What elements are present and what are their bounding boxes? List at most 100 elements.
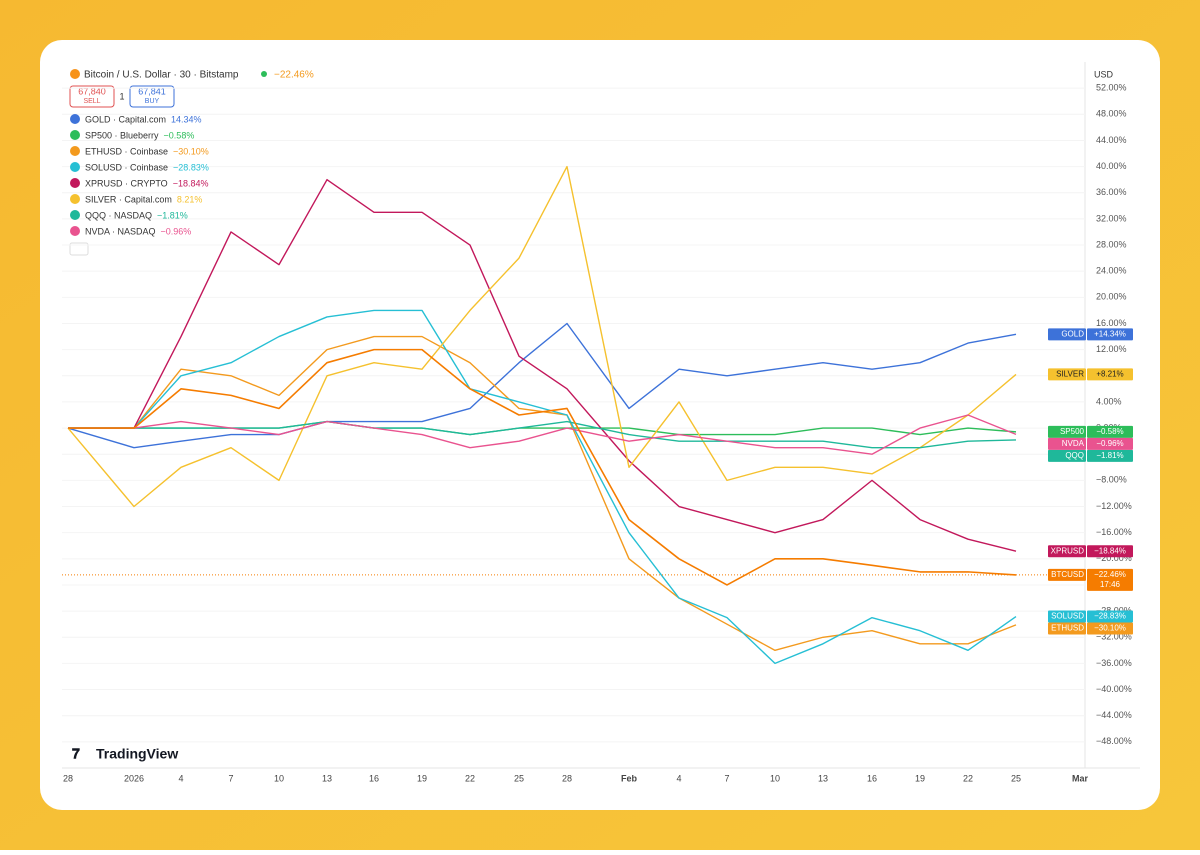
- price-tag-value: +14.34%: [1094, 329, 1126, 338]
- y-tick-label: 4.00%: [1096, 396, 1122, 406]
- legend-value: 8.21%: [177, 194, 203, 204]
- buy-price[interactable]: 67,841: [138, 86, 166, 96]
- price-tag-name-bg: [1048, 610, 1086, 623]
- legend-value: −1.81%: [157, 210, 188, 220]
- price-tag-name-bg: [1048, 449, 1086, 462]
- price-tag-value: −18.84%: [1094, 546, 1126, 555]
- price-tag-value-bg: [1087, 449, 1133, 462]
- price-tag-value-bg: [1087, 622, 1133, 635]
- legend-name: SOLUSD · Coinbase: [85, 162, 168, 172]
- price-tag-name-bg: [1048, 568, 1086, 581]
- price-tag-value-bg: [1087, 328, 1133, 341]
- countdown: 17:46: [1100, 580, 1121, 589]
- legend-name: GOLD · Capital.com: [85, 114, 166, 124]
- price-tag-name: SP500: [1060, 427, 1085, 436]
- x-tick-label: 10: [274, 773, 284, 783]
- price-tag-value: −0.96%: [1096, 439, 1123, 448]
- series-line: [68, 414, 1017, 455]
- currency[interactable]: USD: [1094, 69, 1114, 79]
- y-tick-label: −28.00%: [1096, 605, 1132, 615]
- collapse-legend[interactable]: [69, 242, 89, 256]
- price-tag-name: SOLUSD: [1051, 612, 1084, 621]
- x-tick-label: 16: [369, 773, 379, 783]
- x-tick-label: 28: [63, 773, 73, 783]
- x-tick-label: 22: [465, 773, 475, 783]
- price-tag-value-bg: [1087, 437, 1133, 450]
- legend-value: −0.96%: [161, 226, 192, 236]
- price-tag-value: −0.58%: [1096, 427, 1123, 436]
- y-tick-label: −48.00%: [1096, 736, 1132, 746]
- y-tick-label: −44.00%: [1096, 710, 1132, 720]
- legend-value: −18.84%: [173, 178, 209, 188]
- legend-icon: [70, 210, 80, 220]
- y-tick-label: 28.00%: [1096, 239, 1127, 249]
- buy-text[interactable]: BUY: [145, 98, 160, 105]
- x-tick-label: 7: [228, 773, 233, 783]
- x-tick-label: 13: [818, 773, 828, 783]
- series-line: [68, 309, 1017, 665]
- x-tick-label: Mar: [1072, 773, 1089, 783]
- x-tick-label: 4: [178, 773, 183, 783]
- y-tick-label: −12.00%: [1096, 501, 1132, 511]
- price-tag-name: QQQ: [1065, 451, 1084, 460]
- legend-value: −0.58%: [164, 130, 195, 140]
- price-tag-name-bg: [1048, 425, 1086, 438]
- price-tag-name: BTCUSD: [1051, 570, 1084, 579]
- y-tick-label: −20.00%: [1096, 553, 1132, 563]
- price-tag-name: NVDA: [1062, 439, 1085, 448]
- legend-icon: [70, 162, 80, 172]
- legend-icon: [70, 178, 80, 188]
- y-tick-label: −32.00%: [1096, 632, 1132, 642]
- x-tick-label: 10: [770, 773, 780, 783]
- legend-value: 14.34%: [171, 114, 202, 124]
- x-tick-label: 19: [915, 773, 925, 783]
- price-tag-value: +8.21%: [1096, 370, 1123, 379]
- legend-name: QQQ · NASDAQ: [85, 210, 152, 220]
- price-tag-name-bg: [1048, 368, 1086, 381]
- y-tick-label: 24.00%: [1096, 266, 1127, 276]
- series-line: [67, 322, 1017, 449]
- legend-icon: [70, 146, 80, 156]
- x-tick-label: 25: [1011, 773, 1021, 783]
- sell-button[interactable]: [69, 85, 115, 108]
- x-tick-label: 28: [562, 773, 572, 783]
- status-dot: [261, 71, 267, 77]
- btc-icon: [70, 69, 80, 79]
- x-tick-label: 16: [867, 773, 877, 783]
- series-line: [67, 165, 1017, 508]
- legend-value: −28.83%: [173, 162, 209, 172]
- price-tag-name: XPRUSD: [1051, 546, 1085, 555]
- y-tick-label: 16.00%: [1096, 318, 1127, 328]
- y-tick-label: 36.00%: [1096, 187, 1127, 197]
- price-tag-value-bg: [1087, 425, 1133, 438]
- legend-value: −30.10%: [173, 146, 209, 156]
- price-tag-name-bg: [1048, 328, 1086, 341]
- price-tag-value-bg: [1087, 545, 1133, 558]
- title-change: −22.46%: [274, 70, 314, 81]
- x-tick-label: 2026: [124, 773, 144, 783]
- price-tag-value-bg: [1087, 610, 1133, 623]
- price-tag-name: ETHUSD: [1051, 624, 1084, 633]
- price-tag-name-bg: [1048, 622, 1086, 635]
- legend-name: NVDA · NASDAQ: [85, 226, 156, 236]
- y-tick-label: 32.00%: [1096, 213, 1127, 223]
- price-tag-name: SILVER: [1056, 370, 1084, 379]
- price-tag-value: −1.81%: [1096, 451, 1123, 460]
- y-tick-label: −16.00%: [1096, 527, 1132, 537]
- sell-price[interactable]: 67,840: [78, 86, 106, 96]
- brand-logo: 𝟕: [72, 746, 80, 762]
- price-tag-name: GOLD: [1061, 329, 1084, 338]
- x-tick-label: 19: [417, 773, 427, 783]
- legend-icon: [70, 226, 80, 236]
- price-tag-value: −22.46%: [1094, 570, 1126, 579]
- chart-title: Bitcoin / U.S. Dollar · 30 · Bitstamp: [84, 70, 239, 81]
- x-tick-label: 7: [724, 773, 729, 783]
- sell-text[interactable]: SELL: [83, 98, 100, 105]
- series-line: [68, 348, 1017, 586]
- x-tick-label: 4: [676, 773, 681, 783]
- legend-icon: [70, 114, 80, 124]
- y-tick-label: 52.00%: [1096, 83, 1127, 93]
- buy-button[interactable]: [129, 85, 175, 108]
- series-line: [68, 178, 1017, 552]
- legend-name: SP500 · Blueberry: [85, 130, 159, 140]
